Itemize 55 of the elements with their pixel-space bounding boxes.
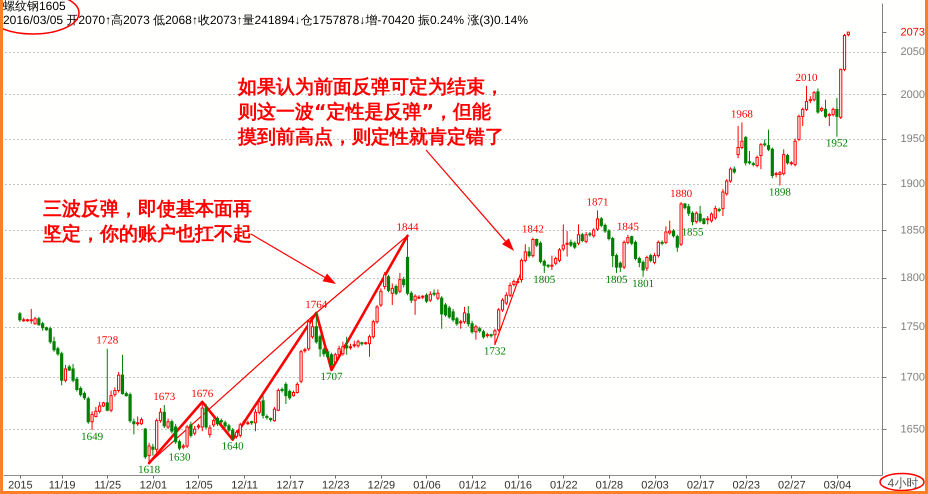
- annotation: 1880: [670, 188, 693, 200]
- y-tick-label: 1700: [900, 372, 925, 384]
- annotation: 1673: [153, 390, 176, 403]
- x-tick-label: 01/12: [458, 480, 486, 492]
- x-tick-label: 11/25: [94, 480, 122, 492]
- annotation: 1801: [632, 278, 654, 290]
- x-tick-label: 12/17: [276, 480, 304, 492]
- annotation: 1630: [168, 451, 191, 464]
- annotation: 1871: [586, 196, 609, 208]
- annotation: 1842: [522, 224, 544, 236]
- y-tick-label: 1750: [900, 321, 925, 334]
- annotation: 1805: [606, 274, 628, 286]
- text: 4小时: [886, 476, 920, 490]
- x-tick-label: 01/22: [550, 480, 578, 492]
- x-tick-label: 03/04: [824, 480, 852, 492]
- x-tick-label: 12/11: [231, 480, 258, 492]
- x-tick-label: 12/01: [140, 480, 168, 492]
- annotation: 如果认为前面反弹可定为结束，则这一波“定性是反弹”，但能摸到前高点，则定性就肯定错了: [238, 75, 504, 150]
- x-tick-label: 12/29: [368, 480, 396, 492]
- y-tick-label: 1900: [900, 178, 925, 190]
- x-tick-label: 01/28: [596, 480, 624, 492]
- annotation: 1618: [138, 464, 161, 476]
- annotation: 1728: [96, 334, 119, 347]
- annotation: 1952: [826, 138, 848, 150]
- annotation: 1676: [191, 388, 214, 400]
- annotation: 1845: [616, 220, 640, 233]
- y-tick-label: 1650: [900, 424, 925, 436]
- y-tick-label: 1950: [900, 133, 925, 146]
- annotation: 1855: [682, 226, 704, 238]
- annotation: 1968: [730, 108, 754, 121]
- chart-title: 螺纹钢1605: [3, 0, 66, 13]
- annotation: 三波反弹，即使基本面再坚定，你的账户也扛不起: [43, 197, 252, 247]
- annotation: 1640: [222, 440, 244, 453]
- annotation: 1649: [81, 431, 104, 444]
- annotation: 1898: [768, 186, 792, 199]
- x-tick-label: 12/23: [322, 480, 350, 492]
- x-tick-label: 2015: [8, 480, 33, 492]
- x-tick-label: 02/03: [641, 480, 669, 492]
- y-tick-label: 1850: [900, 224, 925, 237]
- x-tick-label: 01/16: [504, 480, 532, 492]
- x-tick-label: 11/19: [48, 480, 76, 492]
- x-tick-label: 02/27: [778, 480, 806, 492]
- y-tick-label: 2050: [900, 46, 925, 58]
- annotation: 1707: [320, 371, 343, 383]
- x-tick-label: 02/17: [686, 480, 714, 492]
- x-tick-label: 02/23: [732, 480, 760, 492]
- y-tick-label: 1800: [900, 272, 925, 284]
- y-tick-label: 2000: [900, 88, 925, 101]
- annotation: 1732: [484, 346, 506, 358]
- y-tick-label: 2073: [900, 26, 925, 39]
- x-tick-label: 12/05: [185, 480, 213, 492]
- annotation: 1805: [533, 274, 556, 286]
- annotation: 2010: [796, 72, 818, 84]
- x-tick-label: 01/06: [413, 480, 441, 492]
- annotation: 1844: [396, 222, 419, 234]
